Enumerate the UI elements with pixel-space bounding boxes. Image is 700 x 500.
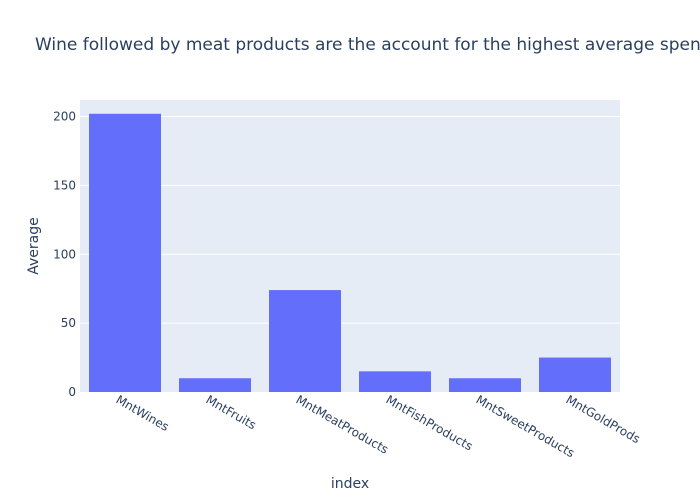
- y-tick-label: 0: [68, 385, 76, 399]
- x-axis-title: index: [331, 476, 369, 492]
- plot-area: [80, 100, 620, 392]
- bars: [89, 113, 611, 392]
- y-tick-label: 100: [53, 247, 76, 261]
- bar-MntWines: [89, 113, 161, 392]
- x-tick-label: MntMeatProducts: [294, 392, 391, 456]
- y-axis-title: Average: [26, 217, 42, 275]
- y-axis-ticks: 0 50 100 150 200: [53, 110, 76, 399]
- x-axis-ticks: MntWines MntFruits MntMeatProductsMntFishP…: [114, 392, 643, 460]
- bar-MntMeatProducts: [269, 290, 341, 392]
- chart-title: Wine followed by meat products are the a…: [35, 35, 700, 55]
- y-tick-label: 50: [61, 316, 76, 330]
- y-tick-label: 150: [53, 178, 76, 192]
- x-tick-label: MntGoldProds: [564, 392, 643, 446]
- bar-MntSweetProducts: [449, 378, 521, 392]
- x-tick-label: MntSweetProducts: [474, 392, 577, 460]
- gridlines: [80, 116, 620, 324]
- bar-MntGoldProds: [539, 357, 611, 392]
- x-tick-label: MntFruits: [204, 392, 259, 432]
- y-tick-label: 200: [53, 110, 76, 124]
- x-tick-label: MntWines: [114, 392, 172, 434]
- bar-MntFruits: [179, 378, 251, 392]
- bar-MntFishProducts: [359, 371, 431, 392]
- x-tick-label: MntFishProducts: [384, 392, 476, 453]
